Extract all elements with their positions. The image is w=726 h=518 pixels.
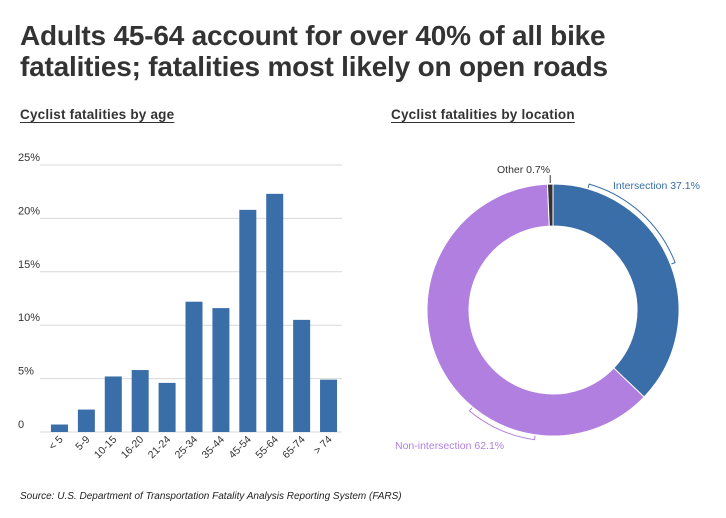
donut-slice-other: [546, 183, 554, 227]
x-tick-label: 55-64: [253, 434, 281, 462]
bar-< 5: [50, 424, 68, 432]
y-tick-label: 10%: [18, 312, 40, 324]
bar-55-64: [266, 193, 284, 432]
source-note: Source: U.S. Department of Transportatio…: [20, 491, 402, 502]
bar-25-34: [185, 301, 203, 432]
bar-35-44: [212, 308, 230, 432]
y-tick-label: 15%: [18, 259, 40, 271]
x-tick-label: 45-54: [226, 434, 254, 462]
x-tick-label: < 5: [47, 434, 66, 453]
x-tick-label: 25-34: [173, 434, 201, 462]
bar-16-20: [131, 370, 149, 432]
non-intersection-bracket: [468, 407, 536, 441]
y-tick-label: 0: [18, 419, 24, 431]
intersection-label: Intersection 37.1%: [613, 180, 700, 192]
y-tick-label: 5%: [18, 366, 34, 378]
other-label: Other 0.7%: [497, 164, 550, 176]
bar-65-74: [293, 319, 311, 432]
x-tick-label: 10-15: [92, 434, 120, 462]
donut-slice-intersection: [552, 183, 680, 398]
x-tick-label: 21-24: [146, 434, 174, 462]
bar-5-9: [77, 409, 95, 432]
bar-chart-title: Cyclist fatalities by age: [20, 107, 175, 122]
x-tick-label: 5-9: [73, 434, 92, 453]
x-tick-label: 35-44: [200, 434, 228, 462]
donut-slice-non-intersection: [426, 183, 645, 437]
x-tick-label: > 74: [312, 434, 335, 457]
page-title: Adults 45-64 account for over 40% of all…: [20, 20, 608, 82]
bar-21-24: [158, 382, 176, 432]
x-tick-label: 65-74: [280, 434, 308, 462]
bar-> 74: [320, 379, 338, 432]
y-tick-label: 25%: [18, 152, 40, 164]
donut-chart-title: Cyclist fatalities by location: [391, 107, 575, 122]
intersection-bracket: [587, 183, 676, 265]
bar-45-54: [239, 209, 257, 432]
non-intersection-label: Non-intersection 62.1%: [395, 440, 504, 452]
bar-10-15: [104, 376, 122, 432]
x-tick-label: 16-20: [119, 434, 147, 462]
y-tick-label: 20%: [18, 205, 40, 217]
